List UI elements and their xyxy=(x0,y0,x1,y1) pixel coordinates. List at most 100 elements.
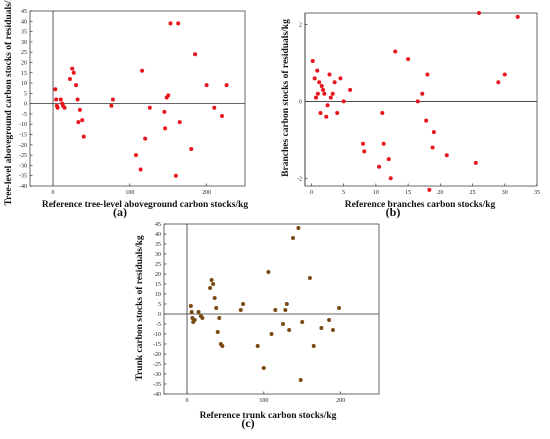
y-tick-label-c: -5 xyxy=(156,322,161,328)
data-point-a xyxy=(162,109,167,114)
data-point-c xyxy=(214,306,219,310)
data-point-b xyxy=(515,14,520,19)
data-point-b xyxy=(325,103,330,108)
data-point-b xyxy=(496,80,501,85)
data-point-c xyxy=(215,330,220,334)
data-point-b xyxy=(338,76,343,81)
data-point-b xyxy=(380,110,385,115)
x-tick-label-b: 20 xyxy=(437,190,443,196)
data-point-c xyxy=(337,306,342,310)
data-point-a xyxy=(219,114,224,118)
data-point-c xyxy=(269,332,274,336)
data-point-c xyxy=(212,296,217,300)
y-tick-label-c: 10 xyxy=(155,292,161,298)
y-axis-title-c: Trunk carbon stocks of residuals/kg xyxy=(135,235,145,381)
x-tick-label-b: 25 xyxy=(470,190,476,196)
data-point-a xyxy=(71,70,76,75)
data-point-b xyxy=(310,59,315,64)
data-point-a xyxy=(81,134,86,139)
data-point-b xyxy=(430,145,435,150)
plot-frame-a xyxy=(29,10,246,187)
data-point-c xyxy=(287,328,292,332)
data-point-c xyxy=(208,286,213,290)
y-tick-label-a: 15 xyxy=(21,71,27,77)
data-point-c xyxy=(241,302,246,306)
data-point-b xyxy=(502,72,507,77)
y-tick-label-c: -30 xyxy=(153,372,161,378)
data-point-b xyxy=(420,91,425,96)
data-point-a xyxy=(62,105,67,110)
y-tick-label-a: 10 xyxy=(21,81,27,87)
data-point-b xyxy=(317,80,322,85)
y-tick-label-c: -40 xyxy=(153,392,161,398)
panel-label-c: (c) xyxy=(241,416,254,430)
y-tick-label-b: 0 xyxy=(299,99,302,105)
x-tick-label-b: 5 xyxy=(342,190,345,196)
data-point-a xyxy=(168,21,173,26)
data-point-c xyxy=(188,304,193,308)
data-point-b xyxy=(315,68,320,73)
data-point-b xyxy=(393,49,398,54)
y-tick-label-b: -2 xyxy=(297,176,302,182)
data-point-a xyxy=(77,107,82,112)
data-point-c xyxy=(330,328,335,332)
data-point-b xyxy=(381,141,386,146)
y-tick-label-a: 35 xyxy=(21,30,27,36)
data-point-a xyxy=(176,21,181,26)
data-point-c xyxy=(200,316,205,320)
data-point-c xyxy=(296,226,301,230)
data-point-b xyxy=(341,99,346,104)
data-point-c xyxy=(196,310,201,314)
y-tick-label-c: 30 xyxy=(155,252,161,258)
data-point-b xyxy=(318,110,323,115)
x-tick-label-b: 30 xyxy=(502,190,508,196)
data-point-a xyxy=(173,173,178,178)
y-tick-label-c: -25 xyxy=(153,362,161,368)
data-point-a xyxy=(163,126,168,131)
data-point-a xyxy=(58,97,63,102)
x-axis-title-b: Reference branches carbon stocks/kg xyxy=(345,200,496,210)
data-point-a xyxy=(54,97,59,102)
data-point-b xyxy=(386,157,391,162)
data-point-c xyxy=(283,308,288,312)
y-tick-label-c: -35 xyxy=(153,382,161,388)
x-tick-label-a: 200 xyxy=(202,190,211,196)
data-point-b xyxy=(335,110,340,115)
y-tick-label-c: 25 xyxy=(155,262,161,268)
data-point-c xyxy=(300,320,305,324)
data-point-b xyxy=(330,91,335,96)
data-point-c xyxy=(266,270,271,274)
data-point-a xyxy=(109,103,114,108)
data-point-c xyxy=(255,344,260,348)
data-point-c xyxy=(192,318,197,322)
data-point-c xyxy=(238,308,243,312)
y-tick-label-a: 5 xyxy=(24,91,27,97)
plot-frame-b xyxy=(304,12,538,187)
chart-c: 45 40 35 30 25 20 15 10 5 0 -5 -10 -15 -20 -25 -30 -35 -4… xyxy=(135,222,380,430)
data-point-c xyxy=(307,276,312,280)
x-tick-label-a: 0 xyxy=(52,190,55,196)
panel-label-b: (b) xyxy=(386,205,401,218)
data-point-b xyxy=(313,95,318,100)
panel-label-a: (a) xyxy=(113,205,127,218)
x-tick-label-c: 0 xyxy=(186,398,189,404)
data-point-b xyxy=(315,91,320,96)
data-point-b xyxy=(312,76,317,81)
data-point-b xyxy=(361,141,365,146)
data-point-b xyxy=(328,95,333,100)
data-point-c xyxy=(319,326,324,330)
data-point-a xyxy=(143,136,148,141)
data-point-a xyxy=(133,153,138,158)
data-point-b xyxy=(415,99,420,104)
data-point-b xyxy=(424,118,429,123)
data-point-a xyxy=(193,52,198,57)
y-tick-label-c: -15 xyxy=(153,342,161,348)
y-tick-label-a: -20 xyxy=(19,143,27,149)
y-tick-label-c: 20 xyxy=(155,272,161,278)
data-point-c xyxy=(211,282,216,286)
data-point-a xyxy=(70,66,75,71)
data-point-b xyxy=(322,91,327,96)
y-tick-label-c: -20 xyxy=(153,352,161,358)
data-point-a xyxy=(147,105,152,110)
x-axis-title-c: Reference trunk carbon stocks/kg xyxy=(200,411,337,421)
